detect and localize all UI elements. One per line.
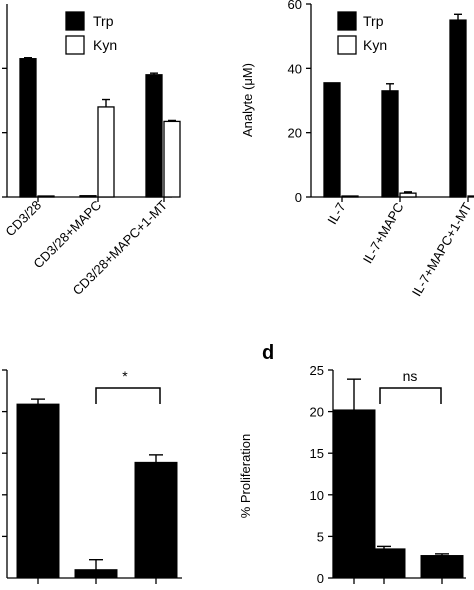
panel-b-y-axis-title: Analyte (μM) [240, 63, 255, 137]
panel-a-legend-swatch-kyn [65, 35, 85, 55]
panel-d-y-tick-label: 5 [317, 529, 324, 544]
panel-b-bar-trp [449, 19, 467, 198]
panel-c-bar [16, 403, 60, 579]
panel-a-legend-label-trp: Trp [93, 13, 114, 29]
panel-a-x-tick-label: CD3/28 [2, 198, 44, 240]
panel-b-bar-trp [381, 90, 399, 198]
panel-c-bar [134, 461, 178, 579]
panel-b-bar-kyn [467, 195, 474, 198]
panel-b-legend-swatch-trp [337, 11, 357, 31]
panel-d-y-axis-title: % Proliferation [238, 434, 253, 519]
panel-a-bar-kyn [97, 106, 115, 198]
panel-a-legend-swatch-trp [65, 11, 85, 31]
panel-a-bar-trp [19, 58, 37, 198]
panel-b-x-tick-label: IL-7+MAPC [360, 200, 407, 266]
panel-d-bar [362, 548, 406, 579]
panel-a-bar-trp [79, 195, 97, 198]
panel-b-legend-swatch-kyn [337, 35, 357, 55]
panel-a-bar-trp [145, 74, 163, 198]
panel-d-letter: d [262, 342, 274, 364]
panel-b-y-tick-label: 20 [288, 126, 302, 141]
panel-b-y-tick-label: 60 [288, 0, 302, 12]
panel-d-y-tick-label: 25 [310, 363, 324, 378]
panel-a-legend-label-kyn: Kyn [93, 37, 117, 53]
panel-d-significance-label: ns [403, 368, 418, 384]
panel-b-legend-label-kyn: Kyn [363, 37, 387, 53]
panel-b-legend-label-trp: Trp [363, 13, 384, 29]
panel-b-bar-kyn [341, 195, 359, 198]
panel-d-y-tick-label: 0 [317, 571, 324, 585]
panel-a-bar-kyn [163, 120, 181, 198]
panel-c-significance-bracket [95, 387, 161, 404]
panel-b-y-tick-label: 0 [295, 190, 302, 205]
panel-d-y-tick-label: 20 [310, 405, 324, 420]
panel-d-significance-bracket [379, 387, 442, 404]
panel-d-y-tick-label: 10 [310, 488, 324, 503]
panel-b-bar-kyn [399, 192, 417, 198]
panel-a-bar-kyn [37, 195, 55, 198]
panel-d-bar [420, 555, 464, 579]
panel-b-x-tick-label: IL-7 [324, 200, 348, 227]
panel-d-y-tick-label: 15 [310, 446, 324, 461]
panel-b-y-tick-label: 40 [288, 61, 302, 76]
panel-b-bar-trp [323, 82, 341, 198]
panel-b-x-tick-label: IL-7+MAPC+1-MT [409, 200, 474, 299]
panel-c-significance-label: * [122, 368, 128, 384]
panel-c-bar [74, 569, 118, 579]
